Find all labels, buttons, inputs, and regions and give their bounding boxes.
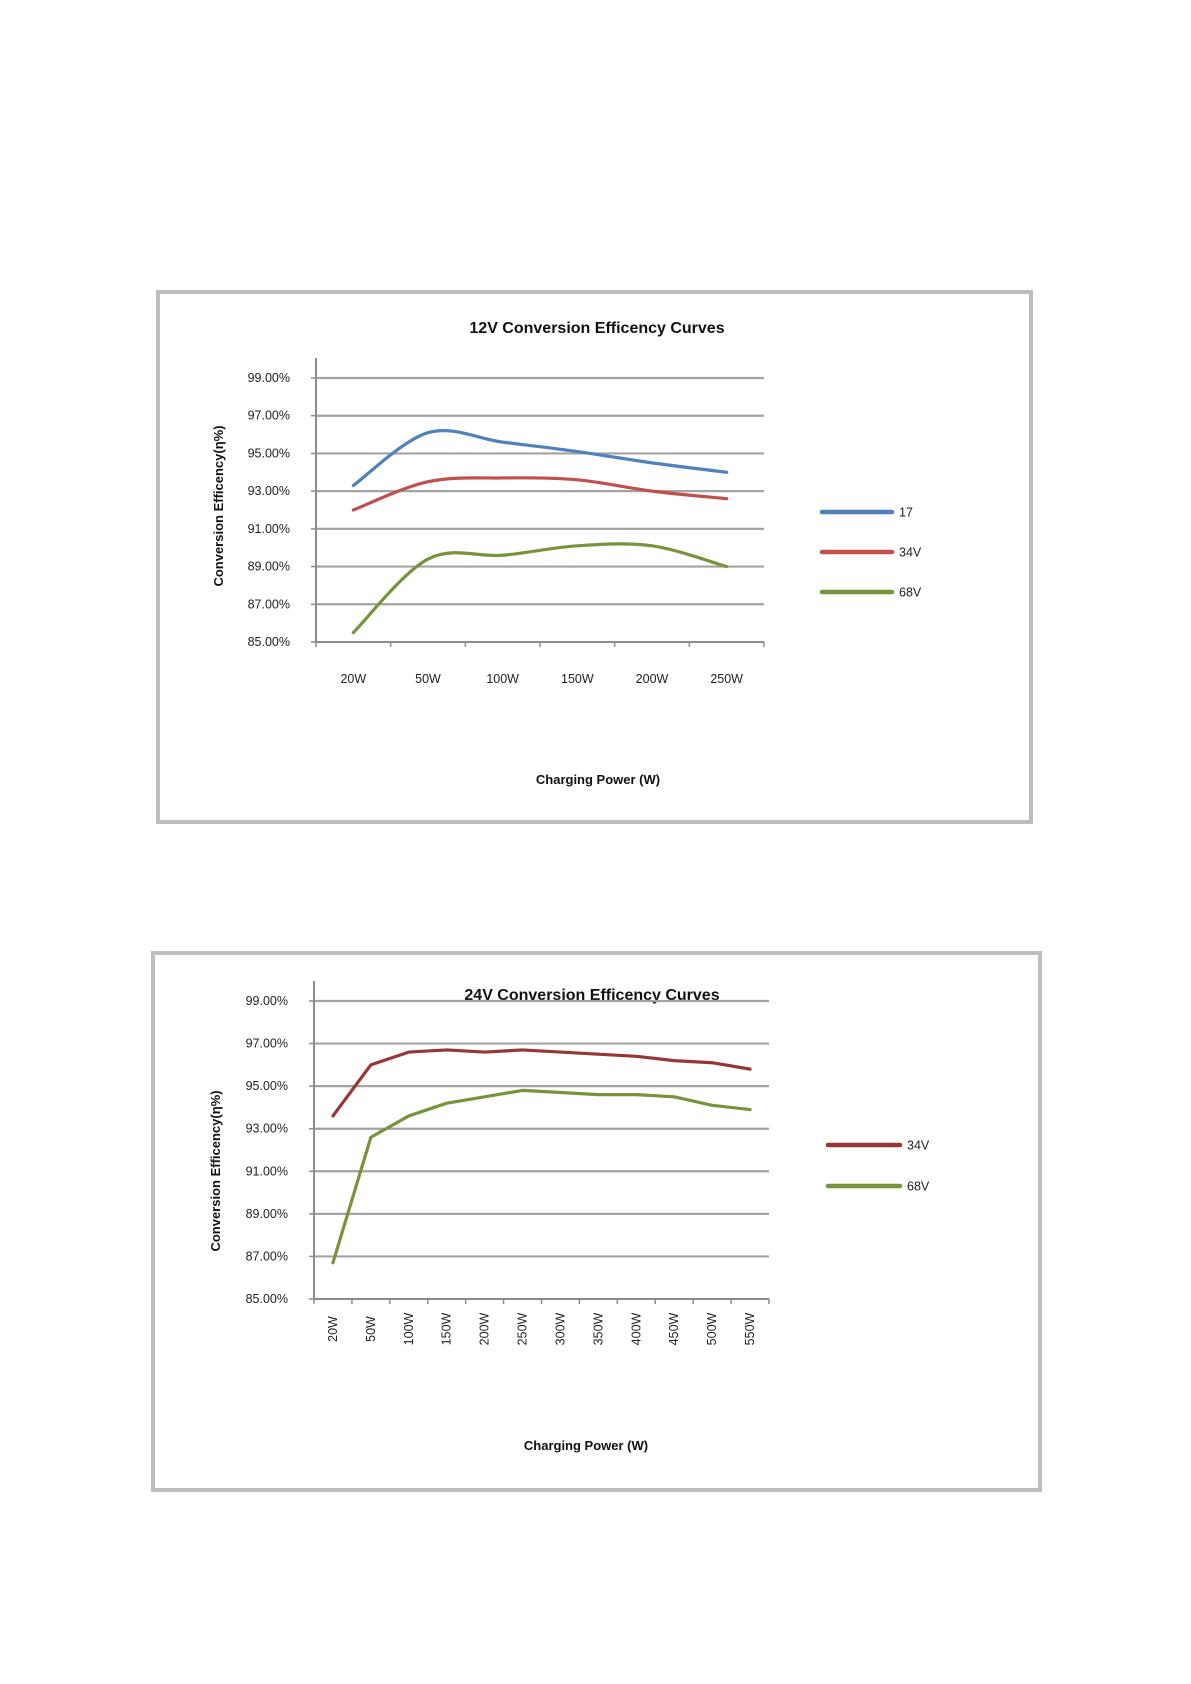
y-tick-label: 87.00% (248, 597, 290, 611)
x-tick-label: 250W (710, 672, 743, 686)
y-axis-title: Conversion Efficency(η%) (208, 1090, 223, 1251)
x-tick-label: 400W (629, 1312, 643, 1345)
legend-label: 68V (899, 586, 922, 600)
legend-label: 34V (907, 1139, 930, 1153)
y-tick-label: 89.00% (248, 560, 290, 574)
y-tick-label: 91.00% (248, 522, 290, 536)
chart-12v-frame: 12V Conversion Efficency Curves Charging… (156, 290, 1033, 824)
y-tick-label: 97.00% (248, 409, 290, 423)
y-tick-label: 89.00% (246, 1207, 288, 1221)
y-axis-title: Conversion Efficency(η%) (211, 425, 226, 586)
x-tick-label: 350W (591, 1312, 605, 1345)
x-tick-label: 150W (440, 1312, 454, 1345)
series-line-17 (351, 429, 729, 488)
y-tick-label: 91.00% (246, 1164, 288, 1178)
chart-24v-frame: 24V Conversion Efficency Curves Charging… (151, 951, 1042, 1492)
y-tick-label: 85.00% (248, 635, 290, 649)
y-tick-label: 99.00% (246, 994, 288, 1008)
series-line-68v (351, 542, 729, 635)
x-tick-label: 550W (743, 1312, 757, 1345)
x-tick-label: 50W (415, 672, 441, 686)
x-tick-label: 250W (516, 1312, 530, 1345)
y-tick-label: 95.00% (246, 1079, 288, 1093)
x-tick-label: 100W (486, 672, 519, 686)
y-tick-label: 85.00% (246, 1292, 288, 1306)
series-line-68v (331, 1088, 752, 1265)
x-tick-label: 500W (705, 1312, 719, 1345)
x-tick-label: 50W (364, 1316, 378, 1342)
legend-label: 34V (899, 546, 922, 560)
legend-label: 17 (899, 506, 913, 520)
x-tick-label: 200W (478, 1312, 492, 1345)
x-tick-label: 20W (340, 672, 366, 686)
y-tick-label: 97.00% (246, 1037, 288, 1051)
x-tick-label: 100W (402, 1312, 416, 1345)
legend-label: 68V (907, 1180, 930, 1194)
series-line-34v (331, 1048, 752, 1118)
chart-24v-svg: 24V Conversion Efficency Curves Charging… (208, 981, 930, 1453)
x-axis-title: Charging Power (W) (524, 1438, 648, 1453)
y-tick-label: 93.00% (248, 484, 290, 498)
y-tick-label: 99.00% (248, 371, 290, 385)
x-tick-label: 150W (561, 672, 594, 686)
series-line-34v (351, 476, 729, 512)
y-tick-label: 95.00% (248, 446, 290, 460)
chart-title: 12V Conversion Efficency Curves (469, 320, 724, 337)
chart-12v-svg: 12V Conversion Efficency Curves Charging… (211, 320, 922, 787)
x-tick-label: 20W (326, 1316, 340, 1342)
chart-title: 24V Conversion Efficency Curves (464, 987, 719, 1004)
x-tick-label: 200W (636, 672, 669, 686)
y-tick-label: 87.00% (246, 1249, 288, 1263)
x-tick-label: 300W (553, 1312, 567, 1345)
x-axis-title: Charging Power (W) (536, 772, 660, 787)
y-tick-label: 93.00% (246, 1122, 288, 1136)
x-tick-label: 450W (667, 1312, 681, 1345)
